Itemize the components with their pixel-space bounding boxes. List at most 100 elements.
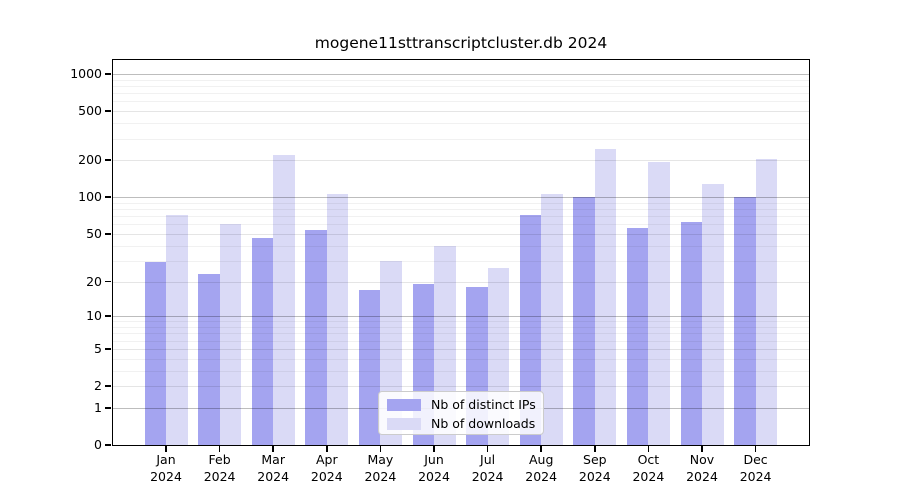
y-tick-label-2: 2 [94,378,102,393]
y-tick-label-5: 5 [94,340,102,356]
gridline-90 [113,202,809,204]
y-tick-label-500: 500 [78,103,102,119]
plot-area [113,60,809,445]
gridline-30 [113,260,809,262]
bar-downloads-feb [219,224,242,445]
gridline-200 [113,160,809,162]
bar-distinct-ips-oct [626,227,649,445]
gridline-7 [113,333,809,335]
x-tick-label-dec: Dec 2024 [739,452,772,484]
y-tick-mark-2 [105,385,111,387]
x-tick-mark-jan [165,446,167,452]
y-tick-label-50: 50 [86,225,102,241]
bar-downloads-dec [755,159,778,445]
gridline-900 [113,79,809,81]
y-tick-mark-500 [105,110,111,112]
bar-distinct-ips-apr [305,229,327,445]
gridline-50 [113,233,809,235]
x-tick-label-sep: Sep 2024 [578,452,611,484]
x-tick-mark-oct [647,446,650,452]
gridline-80 [113,209,809,211]
x-tick-label-mar: Mar 2024 [257,452,290,484]
gridline-60 [113,224,809,226]
gridline-3 [113,370,809,372]
y-tick-label-0: 0 [94,437,102,452]
y-tick-mark-50 [105,233,111,235]
legend-row-distinct-ips: Nb of distinct IPs [379,396,543,415]
x-tick-mark-feb [218,446,221,452]
legend-label-distinct-ips: Nb of distinct IPs [431,397,536,412]
x-tick-label-may: May 2024 [364,452,397,484]
y-tick-mark-5 [105,348,111,350]
x-tick-label-jun: Jun 2024 [418,452,450,484]
y-tick-mark-10 [105,315,111,317]
x-tick-label-jul: Jul 2024 [471,452,504,484]
legend-row-downloads: Nb of downloads [379,415,543,434]
x-tick-mark-nov [701,446,703,452]
y-tick-label-20: 20 [86,273,102,289]
bar-downloads-jan [166,214,188,445]
bar-downloads-apr [326,194,349,445]
gridline-4 [113,358,809,360]
gridline-600 [113,101,809,103]
y-tick-mark-0 [105,444,111,446]
bar-distinct-ips-may [358,289,381,445]
x-tick-mark-mar [272,446,274,452]
y-tick-label-10: 10 [86,308,102,324]
x-tick-mark-apr [326,446,328,452]
chart-title: mogene11sttranscriptcluster.db 2024 [314,34,608,52]
gridline-8 [113,327,809,328]
x-tick-mark-jun [433,446,435,452]
gridline-500 [113,111,809,113]
x-tick-mark-may [379,446,382,452]
bar-distinct-ips-dec [734,197,756,445]
y-tick-mark-1 [105,407,111,409]
x-tick-mark-aug [540,446,542,452]
bar-downloads-aug [541,193,563,445]
gridline-1000 [113,73,809,75]
bar-distinct-ips-sep [573,197,595,445]
bar-downloads-mar [273,155,295,445]
gridline-700 [113,93,809,95]
x-tick-label-nov: Nov 2024 [686,452,718,484]
x-tick-label-jan: Jan 2024 [150,452,182,484]
x-tick-label-apr: Apr 2024 [310,452,343,484]
y-tick-label-100: 100 [78,189,102,205]
bar-downloads-oct [648,162,670,445]
gridline-40 [113,245,809,247]
y-tick-label-1000: 1000 [70,65,102,81]
bar-downloads-sep [594,149,617,445]
y-tick-mark-100 [105,196,111,198]
gridline-300 [113,138,809,140]
x-tick-mark-dec [754,446,757,452]
gridline-6 [113,340,809,342]
bar-distinct-ips-nov [680,221,702,445]
x-tick-label-oct: Oct 2024 [632,452,665,484]
downloads-swatch-icon [387,418,421,430]
gridline-100 [113,197,809,199]
bar-distinct-ips-aug [519,214,542,445]
gridline-70 [113,216,809,218]
bar-distinct-ips-mar [251,238,274,445]
y-tick-label-1: 1 [94,399,102,415]
gridline-20 [113,281,809,283]
x-tick-mark-jul [486,446,489,452]
gridline-10 [113,316,809,318]
y-tick-mark-1000 [105,73,111,75]
bar-distinct-ips-feb [198,274,220,445]
legend-label-downloads: Nb of downloads [431,416,536,431]
gridline-2 [113,386,809,387]
gridline-9 [113,321,809,323]
gridline-5 [113,348,809,350]
bar-downloads-nov [702,184,724,445]
legend: Nb of distinct IPs Nb of downloads [378,391,544,435]
y-tick-mark-200 [105,159,111,161]
y-tick-label-200: 200 [78,152,102,168]
y-tick-mark-20 [105,280,111,283]
x-tick-label-aug: Aug 2024 [525,452,558,484]
x-tick-label-feb: Feb 2024 [203,452,236,484]
distinct-ips-swatch-icon [387,399,421,411]
bar-distinct-ips-jan [144,262,166,445]
x-tick-mark-sep [594,446,596,452]
